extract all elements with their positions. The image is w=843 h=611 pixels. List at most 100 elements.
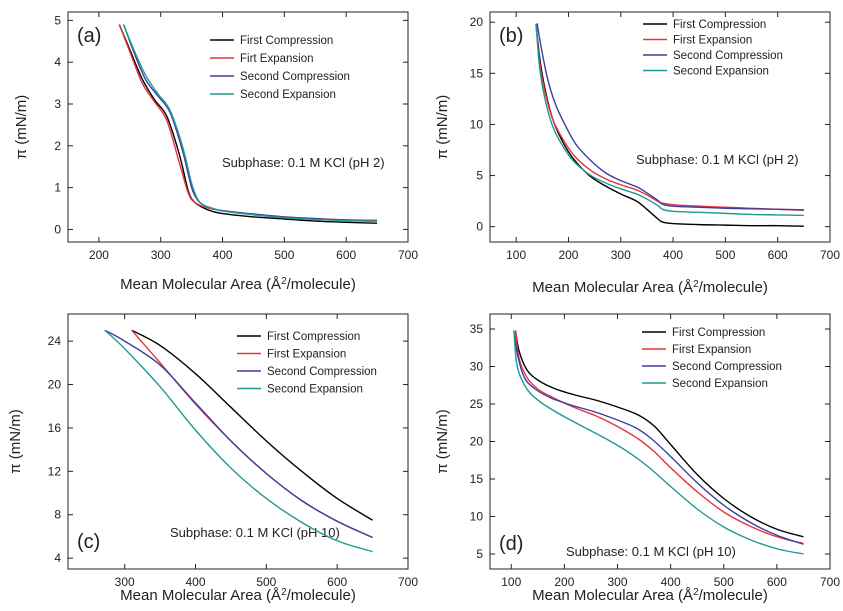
x-tick-label: 400 <box>185 575 205 589</box>
legend-label: Second Compression <box>240 71 350 83</box>
x-tick-label: 600 <box>767 575 787 589</box>
legend-label: First Expansion <box>267 349 346 361</box>
x-tick-label: 600 <box>336 248 356 262</box>
legend-label: Second Expansion <box>267 384 363 396</box>
y-tick-label: 10 <box>470 117 484 131</box>
plot-frame <box>67 313 409 570</box>
x-tick-label: 500 <box>715 248 735 262</box>
x-tick-label: 400 <box>661 575 681 589</box>
legend-label: First Expansion <box>672 344 751 356</box>
y-tick-label: 2 <box>54 139 61 153</box>
y-tick-label: 5 <box>476 169 483 183</box>
plot-frame <box>67 11 409 243</box>
x-tick-label: 500 <box>274 248 294 262</box>
subphase-annotation: Subphase: 0.1 M KCl (pH 10) <box>170 525 340 540</box>
x-tick-label: 600 <box>327 575 347 589</box>
series-line-second-expansion <box>104 329 373 553</box>
y-tick-label: 5 <box>476 547 483 561</box>
legend-label: Second Expansion <box>672 378 768 390</box>
x-tick-label: 200 <box>554 575 574 589</box>
legend-label: First Compression <box>672 327 765 339</box>
y-tick-label: 20 <box>470 435 484 449</box>
y-axis-title: π (mN/m) <box>434 95 451 160</box>
x-tick-label: 500 <box>714 575 734 589</box>
y-tick-label: 15 <box>470 472 484 486</box>
x-tick-label: 300 <box>151 248 171 262</box>
y-tick-label: 4 <box>54 551 61 565</box>
x-tick-label: 300 <box>611 248 631 262</box>
y-axis-title: π (mN/m) <box>434 409 451 474</box>
x-axis-title: Mean Molecular Area (Å2/molecule) <box>120 587 356 605</box>
x-tick-label: 700 <box>820 248 840 262</box>
series-line-first-expansion <box>131 329 373 539</box>
panel-b: 100 200 300 400 500 600 700 0 5 10 15 20 Mean Molecu… <box>434 11 840 297</box>
series-line-first-compression <box>514 330 804 538</box>
panel-a: 200 300 400 500 600 700 0 1 2 3 4 5 Mean Molecular A… <box>13 11 418 294</box>
x-tick-label: 200 <box>558 248 578 262</box>
x-tick-label: 300 <box>607 575 627 589</box>
x-axis-title: Mean Molecular Area (Å2/molecule) <box>532 279 768 297</box>
y-tick-label: 5 <box>54 13 61 27</box>
y-tick-label: 8 <box>54 508 61 522</box>
x-tick-label: 500 <box>256 575 276 589</box>
legend-label: Second Compression <box>672 361 782 373</box>
x-tick-label: 400 <box>213 248 233 262</box>
series-line-second-compression <box>536 23 804 211</box>
y-tick-label: 25 <box>470 397 484 411</box>
plot-frame <box>489 11 831 243</box>
panel-label: (d) <box>499 533 523 555</box>
panel-label: (a) <box>77 25 101 47</box>
subphase-annotation: Subphase: 0.1 M KCl (pH 2) <box>636 152 799 167</box>
y-tick-label: 3 <box>54 97 61 111</box>
y-tick-label: 0 <box>476 220 483 234</box>
panel-label: (b) <box>499 25 523 47</box>
y-tick-label: 10 <box>470 510 484 524</box>
x-tick-label: 200 <box>89 248 109 262</box>
legend-label: Firt Expansion <box>240 53 314 65</box>
y-tick-label: 20 <box>470 15 484 29</box>
panel-label: (c) <box>77 531 100 553</box>
legend-label: First Compression <box>673 19 766 31</box>
series-line-first-expansion <box>535 24 804 212</box>
panel-d: 100 200 300 400 500 600 700 5 10 15 20 25 30 35 Mean M… <box>434 313 840 605</box>
subphase-annotation: Subphase: 0.1 M KCl (pH 2) <box>222 155 385 170</box>
series-line-second-compression <box>513 330 804 545</box>
x-axis-title: Mean Molecular Area (Å2/molecule) <box>120 276 356 294</box>
panel-c: 300 400 500 600 700 4 8 12 16 20 24 Mean Molecular … <box>7 313 418 605</box>
x-axis-title: Mean Molecular Area (Å2/molecule) <box>532 587 768 605</box>
legend-label: Second Compression <box>673 50 783 62</box>
y-tick-label: 12 <box>48 464 62 478</box>
x-tick-label: 600 <box>768 248 788 262</box>
series-line-second-expansion <box>513 330 804 555</box>
x-tick-label: 400 <box>663 248 683 262</box>
y-axis-title: π (mN/m) <box>13 95 30 160</box>
y-tick-label: 1 <box>54 181 61 195</box>
y-tick-label: 15 <box>470 66 484 80</box>
y-tick-label: 16 <box>48 421 62 435</box>
x-tick-label: 100 <box>506 248 526 262</box>
legend-label: First Compression <box>267 331 360 343</box>
y-tick-label: 30 <box>470 360 484 374</box>
legend-label: Second Compression <box>267 366 377 378</box>
series-line-first-expansion <box>514 330 804 545</box>
legend-label: Second Expansion <box>673 66 769 78</box>
series-line-second-expansion <box>122 24 378 222</box>
x-tick-label: 300 <box>115 575 135 589</box>
x-tick-label: 100 <box>501 575 521 589</box>
series-line-first-compression <box>131 329 373 521</box>
legend-label: First Expansion <box>673 35 752 47</box>
x-tick-label: 700 <box>398 575 418 589</box>
x-tick-label: 700 <box>398 248 418 262</box>
y-axis-title: π (mN/m) <box>7 409 24 474</box>
subphase-annotation: Subphase: 0.1 M KCl (pH 10) <box>566 544 736 559</box>
y-tick-label: 0 <box>54 222 61 236</box>
legend-label: Second Expansion <box>240 89 336 101</box>
y-tick-label: 24 <box>48 334 62 348</box>
y-tick-label: 4 <box>54 55 61 69</box>
y-tick-label: 20 <box>48 378 62 392</box>
series-line-second-expansion <box>535 24 804 217</box>
legend-label: First Compression <box>240 35 333 47</box>
series-line-second-compression <box>104 329 373 539</box>
y-tick-label: 35 <box>470 322 484 336</box>
